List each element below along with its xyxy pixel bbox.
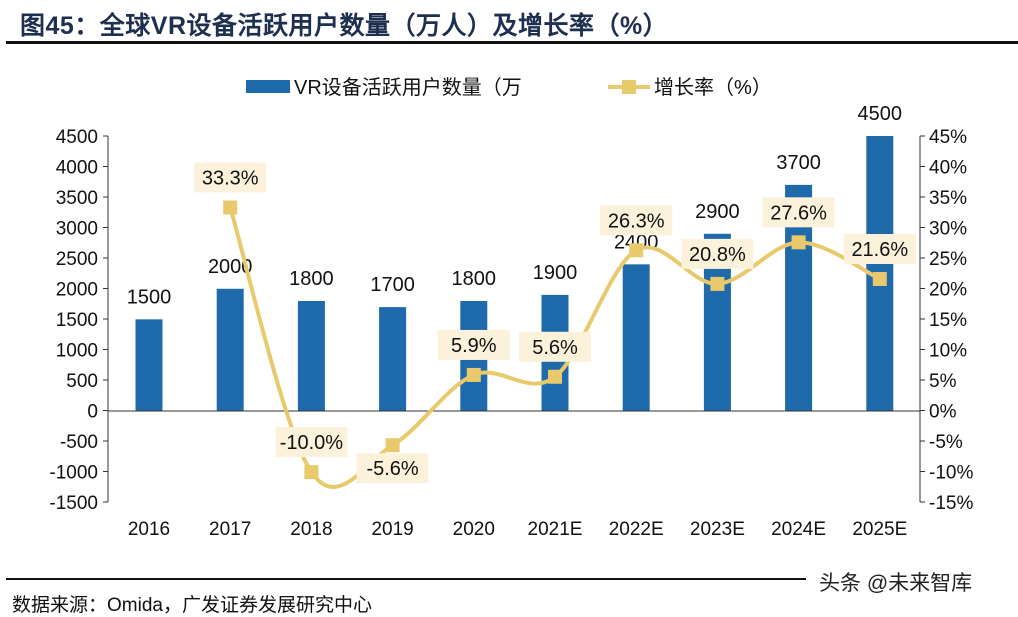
watermark: 头条 @未来智库 xyxy=(815,567,977,597)
growth-marker xyxy=(548,369,562,384)
x-tick-label: 2021E xyxy=(528,519,583,540)
growth-marker xyxy=(710,276,725,291)
growth-marker xyxy=(466,367,481,382)
bar xyxy=(135,319,163,411)
right-tick-label: 25% xyxy=(929,249,967,270)
legend-bar-swatch xyxy=(246,80,290,93)
chart: 4500 4000 3500 3000 2500 2000 1500 1000 500 0 -500… xyxy=(49,76,973,540)
left-tick-label: 2500 xyxy=(56,249,98,270)
right-tick-label: 5% xyxy=(929,371,957,392)
x-tick-label: 2017 xyxy=(209,519,251,540)
right-tick-label: 10% xyxy=(929,341,967,362)
growth-value-label: 5.6% xyxy=(532,337,578,359)
bar xyxy=(216,288,244,411)
bar-value-label: 1900 xyxy=(533,262,578,284)
right-tick-label: 40% xyxy=(929,158,967,179)
growth-marker xyxy=(629,243,644,258)
growth-marker xyxy=(304,465,319,480)
left-tick-label: 3500 xyxy=(56,188,98,209)
right-tick-label: 20% xyxy=(929,280,967,301)
growth-value-label: 5.9% xyxy=(451,335,497,357)
growth-value-label: 21.6% xyxy=(851,239,908,261)
right-tick-label: -10% xyxy=(929,463,973,484)
left-tick-label: 0 xyxy=(87,402,98,423)
growth-label-box xyxy=(600,205,673,236)
bar-value-label: 2000 xyxy=(208,256,253,278)
growth-label-box xyxy=(519,331,591,362)
bar xyxy=(297,301,325,411)
chart-title: 图45：全球VR设备活跃用户数量（万人）及增长率（%） xyxy=(20,12,669,40)
growth-value-label: 27.6% xyxy=(770,202,827,224)
bar-value-label: 1500 xyxy=(127,286,172,308)
bar-value-label: 1800 xyxy=(452,268,497,290)
right-tick-label: 0% xyxy=(929,402,957,423)
growth-label-box xyxy=(194,162,267,193)
x-tick-label: 2022E xyxy=(609,519,664,540)
right-tick-label: 45% xyxy=(929,127,967,148)
growth-label-box xyxy=(762,197,835,228)
growth-value-label: -5.6% xyxy=(366,458,418,480)
x-tick-label: 2020 xyxy=(453,519,495,540)
growth-label-box xyxy=(437,329,510,360)
growth-marker xyxy=(872,272,887,286)
left-tick-label: 2000 xyxy=(56,280,98,301)
x-tick-label: 2018 xyxy=(290,519,332,540)
right-tick-label: 15% xyxy=(929,310,967,331)
legend-bar-label: VR设备活跃用户数量（万 xyxy=(294,76,522,99)
x-tick-label: 2024E xyxy=(771,519,826,540)
left-tick-label: 4500 xyxy=(56,127,98,148)
right-tick-label: 30% xyxy=(929,219,967,240)
growth-value-label: 33.3% xyxy=(202,168,259,190)
growth-value-label: -10.0% xyxy=(280,432,344,454)
left-tick-label: 3000 xyxy=(56,219,98,240)
x-tick-label: 2016 xyxy=(128,519,170,540)
x-tick-label: 2023E xyxy=(690,519,745,540)
growth-value-label: 26.3% xyxy=(608,210,665,232)
right-tick-label: -15% xyxy=(929,493,973,514)
growth-marker xyxy=(223,200,238,215)
growth-value-label: 20.8% xyxy=(689,244,746,266)
right-tick-label: -5% xyxy=(929,432,963,453)
growth-label-box xyxy=(681,238,754,269)
x-tick-label: 2025E xyxy=(852,519,907,540)
left-tick-label: 1500 xyxy=(56,310,98,331)
bar-value-label: 2900 xyxy=(695,201,740,223)
left-tick-label: 4000 xyxy=(56,158,98,179)
bar-value-label: 3700 xyxy=(776,152,821,174)
legend-line-marker xyxy=(622,80,636,94)
growth-label-box xyxy=(843,234,916,264)
bar-value-label: 1700 xyxy=(370,274,415,296)
bar xyxy=(622,264,650,411)
bar-value-label: 1800 xyxy=(289,268,334,290)
growth-marker xyxy=(791,235,806,250)
growth-marker xyxy=(385,438,400,453)
x-tick-label: 2019 xyxy=(371,519,413,540)
left-tick-label: -1000 xyxy=(49,463,98,484)
bar xyxy=(379,307,407,411)
footer-divider xyxy=(6,578,806,580)
growth-label-box xyxy=(275,427,348,458)
bar-value-label: 4500 xyxy=(858,103,903,125)
legend-line-label: 增长率（%） xyxy=(654,76,772,99)
right-tick-label: 35% xyxy=(929,188,967,209)
title-divider xyxy=(6,41,1018,44)
left-tick-label: -500 xyxy=(60,432,98,453)
left-tick-label: -1500 xyxy=(49,493,98,514)
left-tick-label: 1000 xyxy=(56,341,98,362)
growth-label-box xyxy=(356,453,429,484)
left-tick-label: 500 xyxy=(66,371,98,392)
source-note: 数据来源：Omida，广发证券发展研究中心 xyxy=(12,595,372,616)
